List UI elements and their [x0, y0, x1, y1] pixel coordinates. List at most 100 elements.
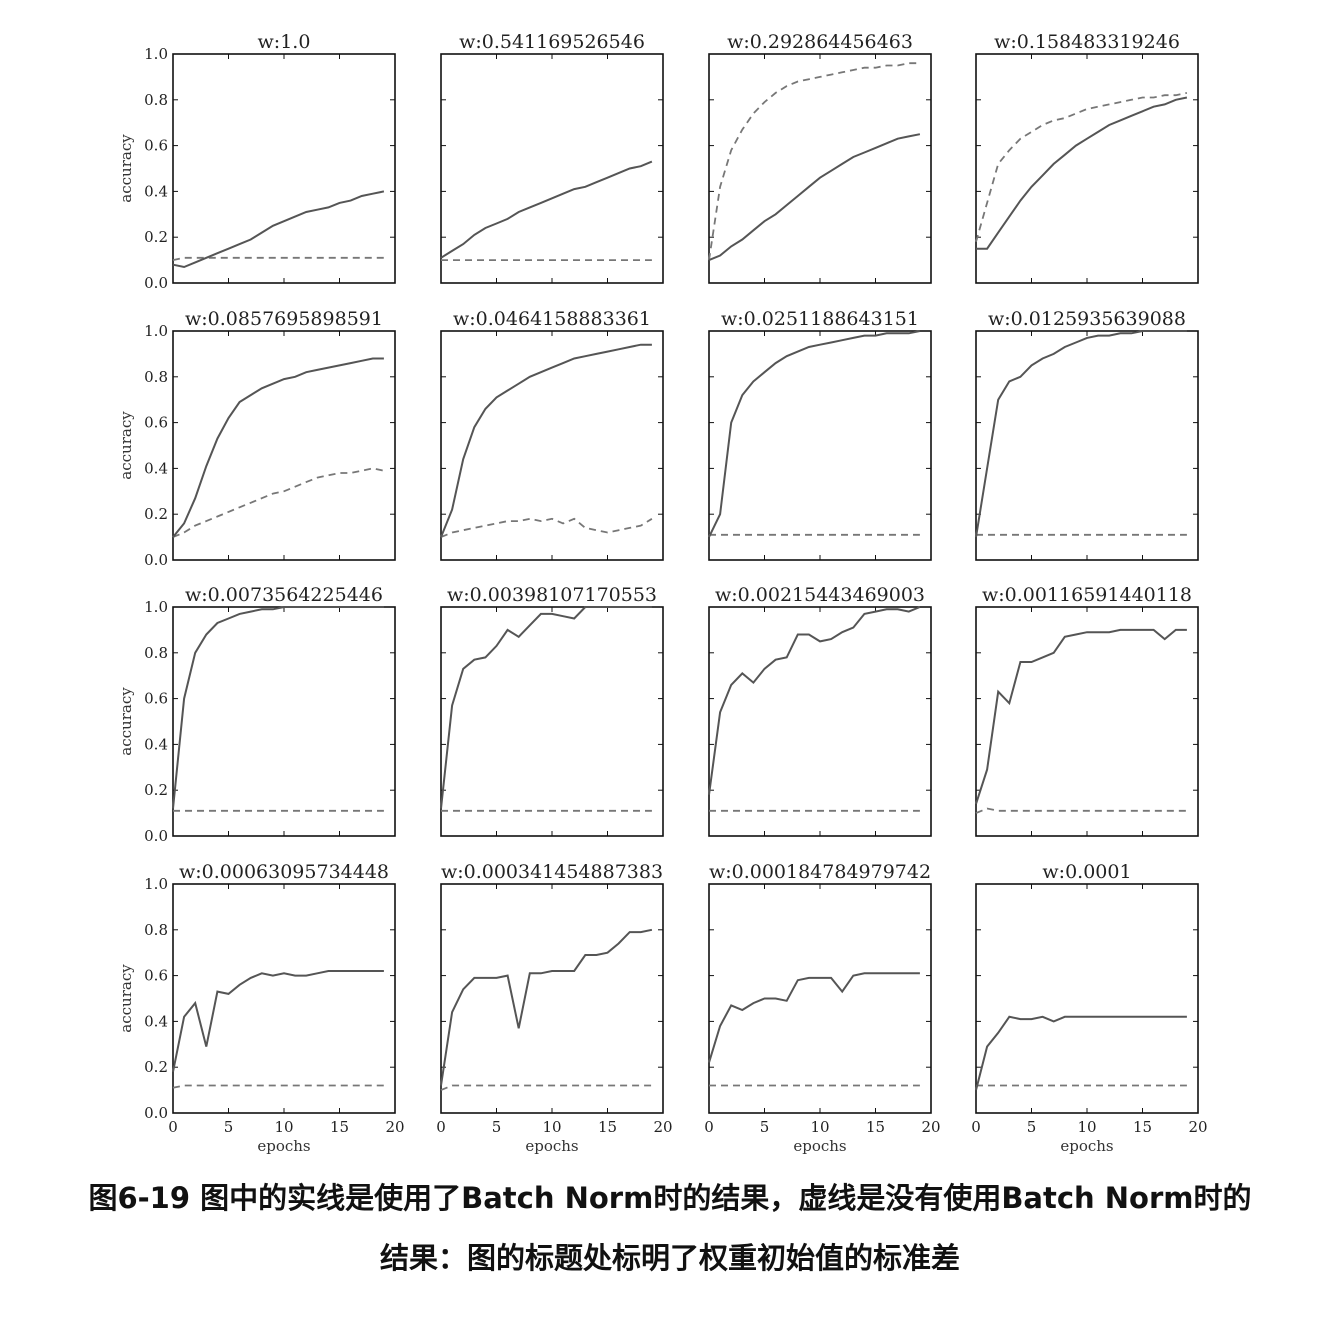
series-line-solid	[708, 133, 921, 262]
x-tick-label: 5	[224, 1118, 234, 1136]
panel-frame	[975, 330, 1199, 561]
series-line-dashed	[440, 1084, 652, 1091]
series-line-dashed	[708, 62, 920, 261]
panel-title: w:0.0001	[1042, 861, 1131, 883]
y-tick-label: 0.4	[144, 735, 168, 753]
y-tick-label: 0.8	[144, 921, 168, 939]
x-axis-label: epochs	[257, 1137, 310, 1155]
panel-frame	[172, 883, 396, 1114]
series-line-solid	[172, 357, 384, 538]
chart-figure: w:1.0 0.0 0.2 0.4 0.6 0.8 1.0 accuracy w:0.54116…	[117, 31, 1208, 1155]
y-tick-label: 0.4	[144, 182, 168, 200]
series-line-solid	[975, 330, 1187, 538]
panel-frame	[172, 606, 396, 837]
panel-title: w:0.00398107170553	[447, 584, 657, 606]
panel-12: w:0.00116591440118	[975, 584, 1199, 837]
x-tick-label: 10	[810, 1118, 829, 1136]
series-line-solid	[440, 928, 653, 1086]
series-line-solid	[172, 606, 384, 809]
panel-frame	[708, 53, 932, 284]
panel-16: w:0.0001 0 5 10 15 20 epochs	[971, 861, 1207, 1155]
panel-title: w:0.292864456463	[727, 31, 913, 53]
panel-11: w:0.00215443469003	[708, 584, 932, 837]
y-tick-label: 0.0	[144, 827, 168, 845]
x-tick-label: 15	[1133, 1118, 1152, 1136]
panel-5: w:0.0857695898591 0.0 0.2 0.4 0.6 0.8 1.0 accur…	[117, 308, 396, 569]
series-line-dashed	[975, 92, 1188, 243]
y-tick-label: 0.4	[144, 1012, 168, 1030]
x-tick-label: 15	[598, 1118, 617, 1136]
x-axis-label: epochs	[1060, 1137, 1113, 1155]
panel-6: w:0.0464158883361	[440, 308, 664, 561]
x-tick-label: 15	[330, 1118, 349, 1136]
x-tick-label: 20	[653, 1118, 672, 1136]
y-tick-label: 0.6	[144, 137, 168, 155]
y-tick-label: 0.6	[144, 690, 168, 708]
x-tick-label: 0	[168, 1118, 178, 1136]
panel-title: w:0.0125935639088	[988, 308, 1186, 330]
series-line-solid	[440, 606, 652, 809]
y-axis-label: accuracy	[117, 411, 135, 480]
panel-15: w:0.000184784979742 0 5 10 15 20 epochs	[704, 861, 940, 1155]
series-line-dashed	[172, 1084, 384, 1089]
series-line-solid	[440, 343, 652, 538]
panel-frame	[708, 883, 932, 1114]
series-line-solid	[976, 96, 1188, 250]
y-tick-label: 1.0	[144, 45, 168, 63]
y-tick-label: 0.8	[144, 644, 168, 662]
y-axis-label: accuracy	[117, 964, 135, 1033]
y-tick-label: 0.6	[144, 414, 168, 432]
series-line-solid	[708, 972, 920, 1063]
panel-title: w:0.158483319246	[994, 31, 1180, 53]
panel-8: w:0.0125935639088	[975, 308, 1199, 561]
x-tick-label: 10	[542, 1118, 561, 1136]
panel-frame	[440, 606, 664, 837]
panel-10: w:0.00398107170553	[440, 584, 664, 837]
series-line-solid	[708, 606, 921, 795]
panel-1: w:1.0 0.0 0.2 0.4 0.6 0.8 1.0 accuracy	[117, 31, 396, 292]
series-line-dashed	[172, 467, 385, 538]
x-tick-label: 5	[1027, 1118, 1037, 1136]
panel-frame	[440, 883, 664, 1114]
panel-title: w:0.0251188643151	[721, 308, 919, 330]
figure-caption: 图6-19 图中的实线是使用了Batch Norm时的结果，虚线是没有使用Bat…	[0, 1168, 1340, 1288]
x-tick-label: 10	[1077, 1118, 1096, 1136]
y-axis-label: accuracy	[117, 687, 135, 756]
y-tick-label: 1.0	[144, 598, 168, 616]
panel-frame	[975, 606, 1199, 837]
series-line-solid	[708, 330, 921, 538]
panel-title: w:0.00063095734448	[179, 861, 389, 883]
panel-frame	[172, 53, 396, 284]
x-tick-label: 20	[1188, 1118, 1207, 1136]
panel-title: w:0.000184784979742	[709, 861, 931, 883]
y-tick-label: 0.6	[144, 967, 168, 985]
y-tick-label: 1.0	[144, 875, 168, 893]
y-tick-label: 0.2	[144, 228, 168, 246]
caption-line-2: 结果：图的标题处标明了权重初始值的标准差	[379, 1241, 960, 1275]
y-tick-label: 0.0	[144, 551, 168, 569]
x-tick-label: 15	[866, 1118, 885, 1136]
x-axis-label: epochs	[525, 1137, 578, 1155]
panel-title: w:0.541169526546	[459, 31, 645, 53]
panel-frame	[975, 53, 1199, 284]
panel-3: w:0.292864456463	[708, 31, 932, 284]
series-line-dashed	[975, 807, 1187, 814]
y-tick-label: 0.8	[144, 368, 168, 386]
x-tick-label: 0	[704, 1118, 714, 1136]
series-line-solid	[975, 1015, 1187, 1091]
panel-7: w:0.0251188643151	[708, 308, 932, 561]
panel-2: w:0.541169526546	[440, 31, 664, 284]
x-tick-label: 5	[492, 1118, 502, 1136]
y-tick-label: 0.2	[144, 781, 168, 799]
series-line-dashed	[440, 517, 653, 538]
panel-title: w:0.0857695898591	[185, 308, 383, 330]
series-line-solid	[172, 970, 384, 1072]
y-tick-label: 1.0	[144, 322, 168, 340]
y-tick-label: 0.2	[144, 1058, 168, 1076]
x-axis-label: epochs	[793, 1137, 846, 1155]
panel-title: w:0.0073564225446	[185, 584, 383, 606]
caption-line-1: 图6-19 图中的实线是使用了Batch Norm时的结果，虚线是没有使用Bat…	[88, 1181, 1252, 1215]
series-line-solid	[440, 160, 653, 259]
panel-frame	[975, 883, 1199, 1114]
series-line-solid	[975, 628, 1187, 805]
